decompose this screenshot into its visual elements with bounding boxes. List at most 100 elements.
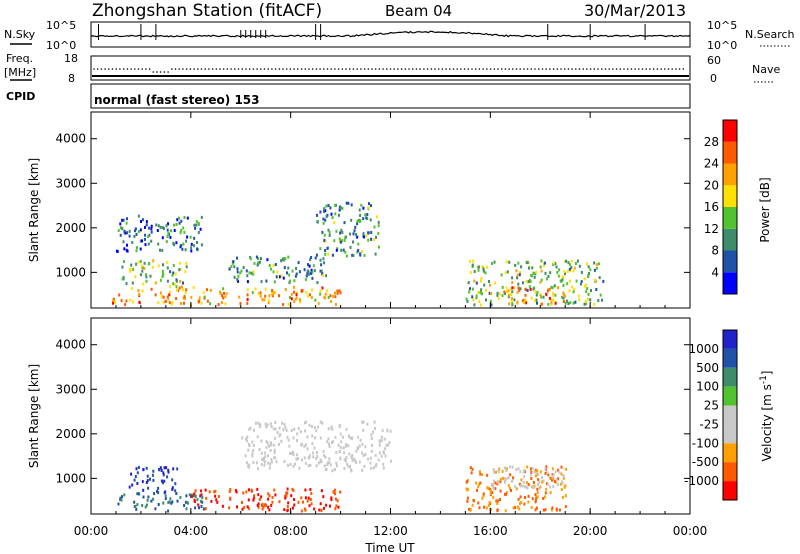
colorbar-tick-label: 1000 <box>688 342 719 356</box>
velocity-cell <box>369 456 372 460</box>
velocity-cell <box>214 489 217 493</box>
power-cell <box>363 253 366 257</box>
power-cell <box>501 285 504 289</box>
power-cell <box>159 291 162 295</box>
power-cell <box>209 288 212 292</box>
power-cell <box>185 288 188 292</box>
power-cell <box>248 271 251 275</box>
power-cell <box>336 289 339 293</box>
velocity-cell <box>338 424 341 427</box>
colorbar-segment <box>723 481 737 500</box>
velocity-cell <box>361 442 364 446</box>
velocity-cell <box>197 503 200 507</box>
velocity-cell <box>167 470 170 474</box>
power-cell <box>293 300 296 304</box>
power-cell <box>352 240 354 244</box>
power-cell <box>475 296 478 300</box>
velocity-cell <box>193 492 196 496</box>
velocity-cell <box>286 509 289 513</box>
velocity-cell <box>347 444 350 448</box>
colorbar-segment <box>723 405 737 425</box>
power-cell <box>186 216 189 220</box>
power-cell <box>274 291 277 294</box>
power-cell <box>518 288 521 292</box>
power-cell <box>370 204 372 208</box>
velocity-cell <box>210 499 213 503</box>
nave-dot <box>189 68 192 70</box>
velocity-cell <box>496 499 499 503</box>
velocity-cell <box>363 464 366 468</box>
power-cell <box>506 270 509 274</box>
power-cell <box>121 277 124 281</box>
power-cell <box>319 247 322 251</box>
velocity-cell <box>339 432 342 436</box>
nave-dot <box>297 68 299 70</box>
power-cell <box>166 235 169 238</box>
velocity-cell <box>172 467 175 471</box>
velocity-cell <box>383 437 386 441</box>
nave-dot <box>96 68 99 70</box>
velocity-cell <box>200 489 203 493</box>
velocity-cell <box>289 463 292 467</box>
velocity-cell <box>351 454 354 457</box>
velocity-cell <box>176 499 179 503</box>
velocity-cell <box>246 435 249 439</box>
power-cell <box>233 265 236 269</box>
power-cell <box>485 298 487 302</box>
power-cell <box>473 279 476 283</box>
velocity-cell <box>315 429 318 433</box>
velocity-cell <box>156 489 158 493</box>
y-tick-label: 4000 <box>55 338 86 352</box>
velocity-cell <box>128 485 131 489</box>
power-cell <box>242 266 245 270</box>
velocity-cell <box>535 498 537 502</box>
velocity-cell <box>565 467 568 471</box>
colorbar-tick-label: 25 <box>704 399 719 413</box>
nave-dot <box>660 68 662 70</box>
velocity-cell <box>541 480 544 484</box>
velocity-cell <box>265 425 268 429</box>
velocity-cell <box>353 457 356 461</box>
nave-dot <box>460 68 462 70</box>
velocity-cell <box>487 503 490 507</box>
velocity-cell <box>478 483 481 486</box>
velocity-cell <box>296 453 299 457</box>
velocity-cell <box>141 480 144 484</box>
power-cell <box>322 217 325 221</box>
velocity-cell <box>327 427 330 431</box>
velocity-cell <box>187 501 189 505</box>
power-cell <box>305 291 308 295</box>
velocity-cell <box>306 435 309 439</box>
velocity-cell <box>477 485 480 489</box>
colorbar-tick-label: 24 <box>704 157 719 171</box>
nave-dot <box>341 68 344 70</box>
power-cell <box>167 232 170 235</box>
velocity-cell <box>270 460 273 464</box>
power-cell <box>125 282 128 286</box>
velocity-cell <box>290 428 293 432</box>
power-cell <box>305 274 308 278</box>
power-cell <box>344 250 347 254</box>
nave-dot <box>563 68 566 70</box>
velocity-cell <box>350 468 352 472</box>
power-cell <box>579 282 582 286</box>
power-cell <box>562 296 565 300</box>
velocity-cell <box>357 447 360 451</box>
power-cell <box>341 231 344 234</box>
velocity-cell <box>278 426 281 430</box>
power-cell <box>359 213 362 217</box>
velocity-cell <box>152 478 155 482</box>
velocity-cell <box>261 457 263 461</box>
velocity-cell <box>343 466 346 470</box>
colorbar-segment <box>723 207 737 229</box>
power-cell <box>540 302 543 306</box>
nave-dot <box>400 68 403 70</box>
power-cell <box>557 274 560 278</box>
power-cell <box>165 240 168 244</box>
velocity-cell <box>183 504 186 507</box>
nave-tick-top: 60 <box>707 54 721 67</box>
velocity-cell <box>551 467 554 471</box>
velocity-cell <box>120 498 123 502</box>
nave-dot <box>601 68 603 70</box>
